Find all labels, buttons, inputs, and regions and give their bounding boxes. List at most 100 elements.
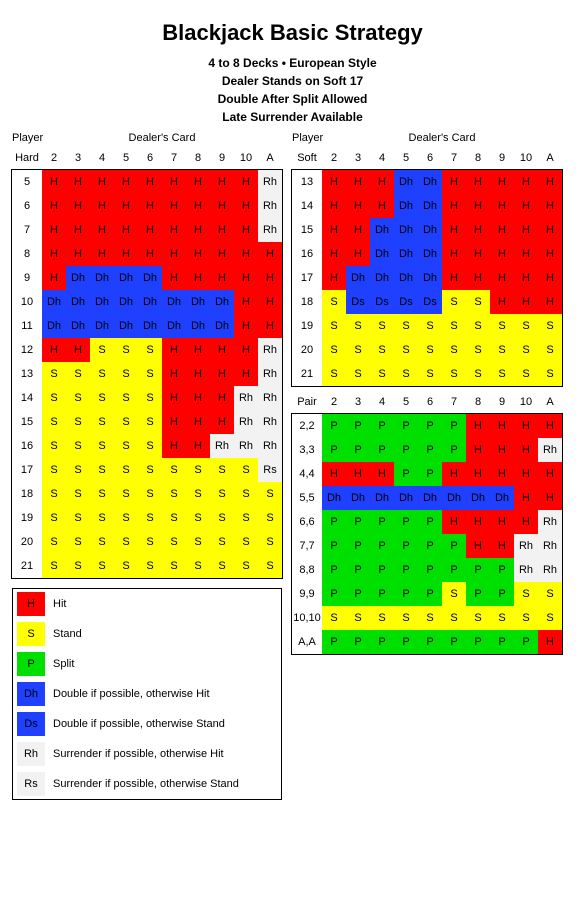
cell-H: H xyxy=(322,194,346,218)
cell-Dh: Dh xyxy=(418,194,442,218)
cell-H: H xyxy=(186,362,210,386)
cell-Ds: Ds xyxy=(370,290,394,314)
legend-row-Ds: DsDouble if possible, otherwise Stand xyxy=(13,709,281,739)
cell-S: S xyxy=(66,530,90,554)
cell-S: S xyxy=(162,482,186,506)
cell-S: S xyxy=(90,554,114,578)
cell-S: S xyxy=(186,506,210,530)
cell-P: P xyxy=(466,630,490,654)
cell-H: H xyxy=(490,266,514,290)
cell-H: H xyxy=(538,462,562,486)
cell-S: S xyxy=(114,386,138,410)
cell-S: S xyxy=(138,458,162,482)
cell-H: H xyxy=(370,462,394,486)
cell-H: H xyxy=(114,218,138,242)
cell-S: S xyxy=(114,338,138,362)
cell-H: H xyxy=(186,170,210,194)
cell-P: P xyxy=(370,534,394,558)
dealer-col-6: 6 xyxy=(138,146,162,170)
cell-S: S xyxy=(346,314,370,338)
cell-S: S xyxy=(90,434,114,458)
cell-Ds: Ds xyxy=(418,290,442,314)
cell-S: S xyxy=(42,410,66,434)
cell-H: H xyxy=(66,218,90,242)
legend-label: Split xyxy=(49,658,86,670)
cell-Rh: Rh xyxy=(258,362,282,386)
cell-H: H xyxy=(42,218,66,242)
cell-P: P xyxy=(442,414,466,438)
cell-H: H xyxy=(442,462,466,486)
cell-P: P xyxy=(322,558,346,582)
cell-S: S xyxy=(346,338,370,362)
cell-Dh: Dh xyxy=(66,266,90,290)
cell-S: S xyxy=(258,506,282,530)
row-label: 5 xyxy=(12,170,42,194)
cell-H: H xyxy=(210,338,234,362)
cell-H: H xyxy=(258,290,282,314)
cell-H: H xyxy=(162,266,186,290)
row-label: 13 xyxy=(292,170,322,194)
cell-S: S xyxy=(186,458,210,482)
cell-H: H xyxy=(538,290,562,314)
cell-Rh: Rh xyxy=(258,338,282,362)
cell-H: H xyxy=(514,266,538,290)
cell-P: P xyxy=(370,630,394,654)
cell-S: S xyxy=(258,554,282,578)
dealer-col-4: 4 xyxy=(370,390,394,414)
cell-H: H xyxy=(210,194,234,218)
row-label: 21 xyxy=(12,554,42,578)
cell-Dh: Dh xyxy=(90,290,114,314)
cell-H: H xyxy=(442,242,466,266)
cell-H: H xyxy=(66,170,90,194)
cell-Dh: Dh xyxy=(394,266,418,290)
cell-S: S xyxy=(162,530,186,554)
cell-H: H xyxy=(466,510,490,534)
subtitle: Dealer Stands on Soft 17 xyxy=(12,74,573,88)
cell-P: P xyxy=(490,630,514,654)
cell-H: H xyxy=(490,462,514,486)
cell-H: H xyxy=(538,242,562,266)
cell-S: S xyxy=(66,554,90,578)
cell-H: H xyxy=(90,170,114,194)
cell-S: S xyxy=(418,314,442,338)
dealer-col-7: 7 xyxy=(442,390,466,414)
cell-S: S xyxy=(370,606,394,630)
cell-H: H xyxy=(442,194,466,218)
cell-S: S xyxy=(162,554,186,578)
dealer-col-5: 5 xyxy=(114,146,138,170)
cell-Dh: Dh xyxy=(66,290,90,314)
cell-S: S xyxy=(258,482,282,506)
dealer-col-3: 3 xyxy=(346,390,370,414)
row-label: 17 xyxy=(292,266,322,290)
legend-row-Rs: RsSurrender if possible, otherwise Stand xyxy=(13,769,281,799)
cell-H: H xyxy=(162,194,186,218)
cell-H: H xyxy=(514,486,538,510)
cell-S: S xyxy=(234,530,258,554)
subtitle: 4 to 8 Decks • European Style xyxy=(12,56,573,70)
cell-H: H xyxy=(466,462,490,486)
cell-S: S xyxy=(210,506,234,530)
dealer-col-5: 5 xyxy=(394,390,418,414)
cell-H: H xyxy=(346,170,370,194)
cell-P: P xyxy=(418,510,442,534)
cell-Rh: Rh xyxy=(234,386,258,410)
cell-S: S xyxy=(66,410,90,434)
cell-S: S xyxy=(322,362,346,386)
cell-S: S xyxy=(42,482,66,506)
cell-Dh: Dh xyxy=(138,266,162,290)
cell-H: H xyxy=(234,338,258,362)
cell-P: P xyxy=(418,630,442,654)
cell-H: H xyxy=(538,414,562,438)
cell-P: P xyxy=(346,630,370,654)
cell-S: S xyxy=(66,386,90,410)
row-label: 15 xyxy=(12,410,42,434)
cell-H: H xyxy=(514,194,538,218)
cell-H: H xyxy=(42,266,66,290)
cell-P: P xyxy=(442,558,466,582)
cell-P: P xyxy=(418,534,442,558)
row-label: 7 xyxy=(12,218,42,242)
cell-H: H xyxy=(138,218,162,242)
row-label: 19 xyxy=(12,506,42,530)
cell-H: H xyxy=(514,170,538,194)
cell-P: P xyxy=(490,582,514,606)
